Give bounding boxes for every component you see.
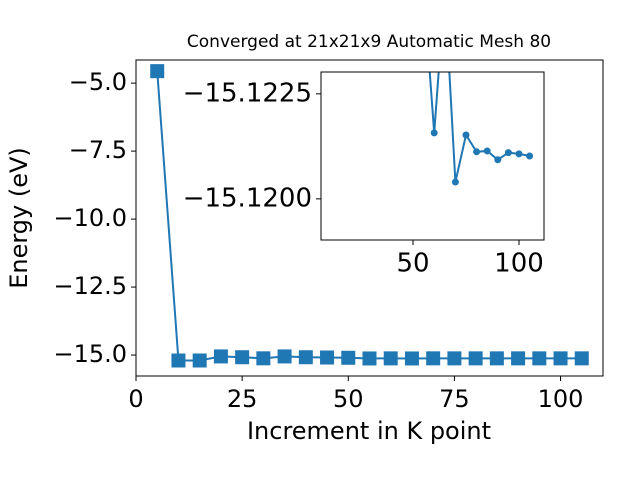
x-tick-label: 75 [439, 385, 470, 413]
data-point [489, 351, 504, 366]
x-tick-label: 25 [227, 385, 258, 413]
data-point [362, 351, 377, 366]
data-point [473, 148, 481, 156]
x-tick-label: 100 [538, 385, 584, 413]
y-tick-label: −12.5 [53, 272, 127, 300]
data-point [462, 131, 470, 139]
data-point [526, 152, 534, 160]
data-point [341, 350, 356, 365]
data-point [483, 147, 491, 155]
x-tick-label: 50 [396, 249, 429, 279]
data-point [447, 351, 462, 366]
data-point [494, 156, 502, 164]
x-tick-label: 50 [333, 385, 364, 413]
data-point [383, 351, 398, 366]
data-point [468, 351, 483, 366]
data-point [213, 349, 228, 364]
data-point [515, 150, 523, 158]
data-point [574, 351, 589, 366]
data-point [404, 351, 419, 366]
y-tick-label: −7.5 [69, 136, 127, 164]
data-point [277, 349, 292, 364]
x-tick-label: 0 [128, 385, 143, 413]
data-point [171, 353, 186, 368]
data-point [426, 351, 441, 366]
x-tick-label: 100 [494, 249, 544, 279]
y-tick-label: −15.0 [53, 340, 127, 368]
data-point [150, 64, 165, 79]
data-point [532, 351, 547, 366]
x-axis-label: Increment in K point [247, 417, 491, 445]
y-tick-label: −15.1225 [183, 78, 312, 108]
y-axis-label: Energy (eV) [5, 147, 33, 289]
y-tick-label: −15.1200 [183, 183, 312, 213]
plot-area [428, 72, 534, 186]
data-point [553, 351, 568, 366]
y-tick-label: −5.0 [69, 68, 127, 96]
data-point [192, 353, 207, 368]
data-point [298, 350, 313, 365]
data-point [256, 351, 271, 366]
data-point [504, 149, 512, 157]
data-point [235, 350, 250, 365]
y-tick-label: −10.0 [53, 204, 127, 232]
plot-area [150, 64, 589, 368]
data-point [430, 129, 438, 137]
chart-title: Converged at 21x21x9 Automatic Mesh 80 [187, 32, 551, 52]
data-point [511, 351, 526, 366]
data-point [320, 350, 335, 365]
plot-frame [320, 71, 545, 241]
data-point [451, 178, 459, 186]
plot-frame [135, 59, 604, 377]
